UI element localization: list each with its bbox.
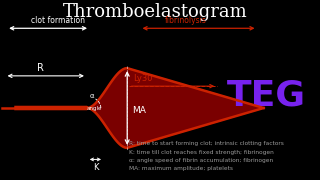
Text: Thromboelastogram: Thromboelastogram (63, 3, 247, 21)
Text: angle: angle (87, 105, 102, 111)
Text: K: time till clot reaches fixed strength; fibrinogen: K: time till clot reaches fixed strength… (129, 150, 274, 155)
Text: R: R (37, 63, 44, 73)
Text: TEG: TEG (227, 78, 306, 112)
Text: Ly30: Ly30 (133, 74, 153, 83)
Text: fibrinolysis: fibrinolysis (164, 16, 206, 25)
Text: α: α (89, 93, 94, 99)
Text: clot formation: clot formation (31, 16, 85, 25)
Text: MA: maximum amplitude; platelets: MA: maximum amplitude; platelets (129, 166, 233, 171)
Text: α: angle speed of fibrin accumulation; fibrinogen: α: angle speed of fibrin accumulation; f… (129, 158, 273, 163)
Text: K: K (92, 163, 98, 172)
Text: MA: MA (132, 106, 146, 115)
Polygon shape (15, 68, 264, 148)
Text: R: time to start forming clot; intrinsic clotting factors: R: time to start forming clot; intrinsic… (129, 141, 284, 146)
